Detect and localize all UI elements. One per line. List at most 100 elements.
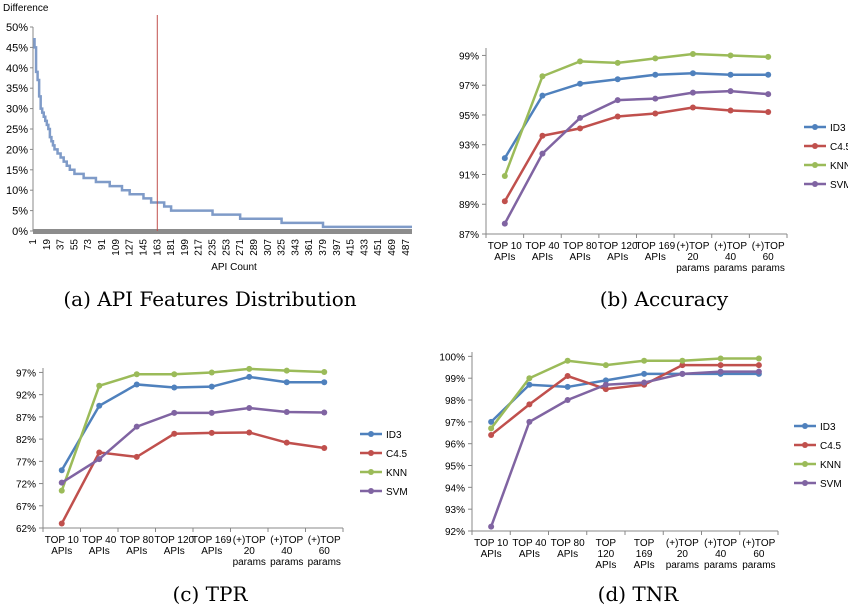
- legend-marker: [812, 124, 818, 130]
- data-point-KNN: [58, 487, 65, 494]
- series-line-C4.5: [60, 431, 325, 525]
- x-tick-label: 361: [304, 239, 315, 256]
- data-point-KNN: [602, 362, 609, 369]
- data-point-C4.5: [58, 520, 65, 527]
- y-axis-label: Difference: [3, 3, 49, 14]
- data-point-ID3: [133, 381, 140, 388]
- data-point-SVM: [602, 381, 609, 388]
- data-point-ID3: [501, 155, 508, 162]
- x-tick-label: TOP 10 APIs: [474, 538, 509, 560]
- x-tick-label: 73: [83, 239, 94, 251]
- data-point-SVM: [96, 456, 103, 463]
- x-tick-label: 199: [180, 239, 191, 256]
- y-tick-label: 10%: [6, 185, 28, 197]
- data-point-C4.5: [321, 445, 328, 451]
- data-point-KNN: [689, 50, 696, 57]
- data-point-ID3: [96, 402, 103, 409]
- caption-d: (d) TNR: [598, 582, 680, 606]
- y-tick-label: 87%: [16, 413, 36, 424]
- data-point-SVM: [564, 397, 571, 404]
- chart-tpr: (c) TPR 62% 67% 72% 77% 82% 87% 92% 97% TOP 10 AP…: [16, 365, 408, 606]
- data-point-ID3: [602, 377, 609, 384]
- x-tick-label: TOP 40 APIs: [512, 538, 547, 560]
- x-tick-label: 91: [97, 239, 108, 251]
- chart-api-features: Difference API Count (a) API Features Di…: [3, 3, 412, 311]
- data-point-KNN: [283, 367, 290, 374]
- data-point-C4.5: [765, 108, 772, 115]
- data-point-KNN: [321, 369, 328, 375]
- legend-marker: [812, 162, 818, 168]
- y-tick-label: 25%: [6, 124, 28, 136]
- data-point-C4.5: [679, 362, 686, 369]
- data-point-SVM: [641, 379, 648, 386]
- data-point-KNN: [96, 382, 103, 389]
- y-tick-label: 15%: [6, 165, 28, 177]
- y-tick-label: 95%: [459, 111, 479, 122]
- legend-label: ID3: [386, 430, 402, 441]
- y-tick-label: 97%: [445, 418, 465, 429]
- data-point-KNN: [171, 371, 178, 378]
- x-tick-label: TOP 120 APIs: [595, 538, 616, 571]
- data-point-KNN: [133, 371, 140, 378]
- data-point-ID3: [727, 71, 734, 78]
- data-point-KNN: [717, 355, 724, 362]
- data-point-SVM: [614, 97, 621, 104]
- data-point-C4.5: [501, 198, 508, 205]
- data-point-KNN: [765, 53, 772, 60]
- x-axis-label: API Count: [211, 262, 257, 273]
- data-point-C4.5: [755, 362, 762, 369]
- x-tick-label: (+)TOP 40 params: [714, 241, 747, 274]
- y-tick-label: 96%: [445, 440, 465, 451]
- y-tick-label: 93%: [459, 141, 479, 152]
- data-point-ID3: [246, 373, 253, 380]
- legend-label: C4.5: [820, 441, 842, 452]
- legend-marker: [368, 450, 374, 456]
- data-point-C4.5: [539, 132, 546, 139]
- x-tick-label: 217: [194, 239, 205, 256]
- data-point-ID3: [614, 76, 621, 83]
- x-tick-label: 19: [42, 239, 53, 251]
- data-point-SVM: [501, 220, 508, 227]
- chart-accuracy: (b) Accuracy 87% 89% 91% 93% 95% 97% 99% TOP 10…: [459, 48, 848, 311]
- x-tick-label: TOP 80 APIs: [551, 538, 586, 560]
- legend-marker: [802, 461, 808, 467]
- data-point-SVM: [171, 409, 178, 416]
- x-tick-label: 145: [138, 239, 149, 256]
- data-point-C4.5: [133, 453, 140, 460]
- x-tick-label: 379: [318, 239, 329, 256]
- series-line-ID3: [60, 375, 325, 471]
- legend-label: C4.5: [830, 142, 848, 153]
- data-point-C4.5: [283, 439, 290, 446]
- x-tick-label: 1: [28, 239, 39, 245]
- data-point-ID3: [564, 383, 571, 390]
- data-point-SVM: [679, 370, 686, 377]
- series-line-KNN: [490, 357, 759, 430]
- x-tick-label: 397: [332, 239, 343, 256]
- x-tick-label: (+)TOP 60 params: [752, 241, 785, 274]
- x-tick-label: TOP 169 APIs: [635, 241, 675, 263]
- x-tick-label: (+)TOP 60 params: [308, 535, 341, 568]
- legend-label: KNN: [386, 468, 407, 479]
- data-point-C4.5: [689, 104, 696, 111]
- y-tick-label: 94%: [445, 483, 465, 494]
- x-tick-label: TOP 40 APIs: [82, 535, 117, 557]
- x-tick-label: 289: [249, 239, 260, 256]
- y-tick-label: 93%: [445, 505, 465, 516]
- data-point-C4.5: [564, 373, 571, 380]
- data-point-SVM: [488, 523, 495, 530]
- x-tick-label: 253: [221, 239, 232, 256]
- data-point-KNN: [577, 58, 584, 65]
- x-tick-label: 343: [290, 239, 301, 256]
- y-tick-label: 0%: [12, 226, 28, 238]
- x-tick-label: TOP 80 APIs: [563, 241, 598, 263]
- y-tick-label: 82%: [16, 435, 36, 446]
- data-point-C4.5: [96, 449, 103, 456]
- data-point-SVM: [539, 150, 546, 157]
- data-point-KNN: [488, 425, 495, 432]
- y-tick-label: 67%: [16, 502, 36, 513]
- data-point-ID3: [208, 383, 215, 390]
- x-tick-label: (+)TOP 40 params: [270, 535, 303, 568]
- legend-marker: [368, 488, 374, 494]
- legend-label: ID3: [830, 123, 846, 134]
- series-line-C4.5: [490, 363, 759, 436]
